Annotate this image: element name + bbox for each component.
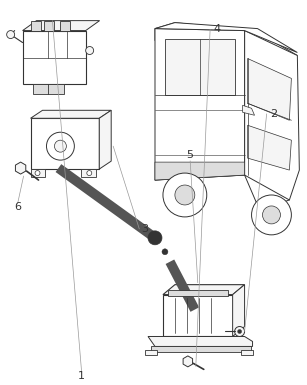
Bar [23, 30, 86, 84]
Text: 4: 4 [213, 25, 220, 35]
Polygon shape [15, 162, 26, 174]
Text: 5: 5 [187, 150, 194, 160]
Circle shape [235, 326, 245, 336]
Text: 1: 1 [78, 371, 85, 381]
Polygon shape [247, 59, 291, 120]
Polygon shape [155, 162, 245, 180]
Polygon shape [183, 356, 192, 367]
Polygon shape [247, 125, 291, 170]
Circle shape [87, 171, 92, 176]
Polygon shape [155, 28, 245, 180]
Polygon shape [163, 285, 245, 295]
Circle shape [35, 171, 40, 176]
Circle shape [162, 249, 168, 255]
Polygon shape [31, 110, 111, 118]
Bar [31, 169, 45, 177]
Text: 2: 2 [270, 109, 277, 119]
Circle shape [238, 330, 242, 333]
Circle shape [54, 140, 66, 152]
Circle shape [262, 206, 280, 224]
Polygon shape [99, 110, 111, 169]
Bar [31, 21, 41, 30]
Circle shape [148, 231, 162, 245]
Polygon shape [155, 23, 297, 52]
Polygon shape [165, 38, 235, 95]
Bar [168, 290, 228, 296]
Polygon shape [148, 336, 253, 346]
Bar [60, 21, 70, 30]
Polygon shape [155, 23, 297, 55]
Polygon shape [23, 21, 99, 30]
Bar [45, 21, 54, 30]
Circle shape [86, 47, 94, 55]
Bar [31, 118, 99, 169]
Circle shape [46, 132, 74, 160]
Bar [81, 169, 96, 177]
Bar [33, 84, 64, 94]
Text: 6: 6 [14, 202, 21, 212]
Text: 3: 3 [141, 224, 148, 234]
Bar [145, 350, 157, 355]
Circle shape [163, 173, 207, 217]
Bar [85, 16, 304, 290]
Bar [241, 350, 253, 355]
Polygon shape [245, 30, 299, 210]
Bar [151, 346, 251, 352]
Polygon shape [233, 285, 245, 336]
Circle shape [175, 185, 195, 205]
Polygon shape [243, 105, 255, 115]
Bar [163, 295, 233, 336]
Circle shape [7, 30, 15, 38]
Circle shape [251, 195, 291, 235]
